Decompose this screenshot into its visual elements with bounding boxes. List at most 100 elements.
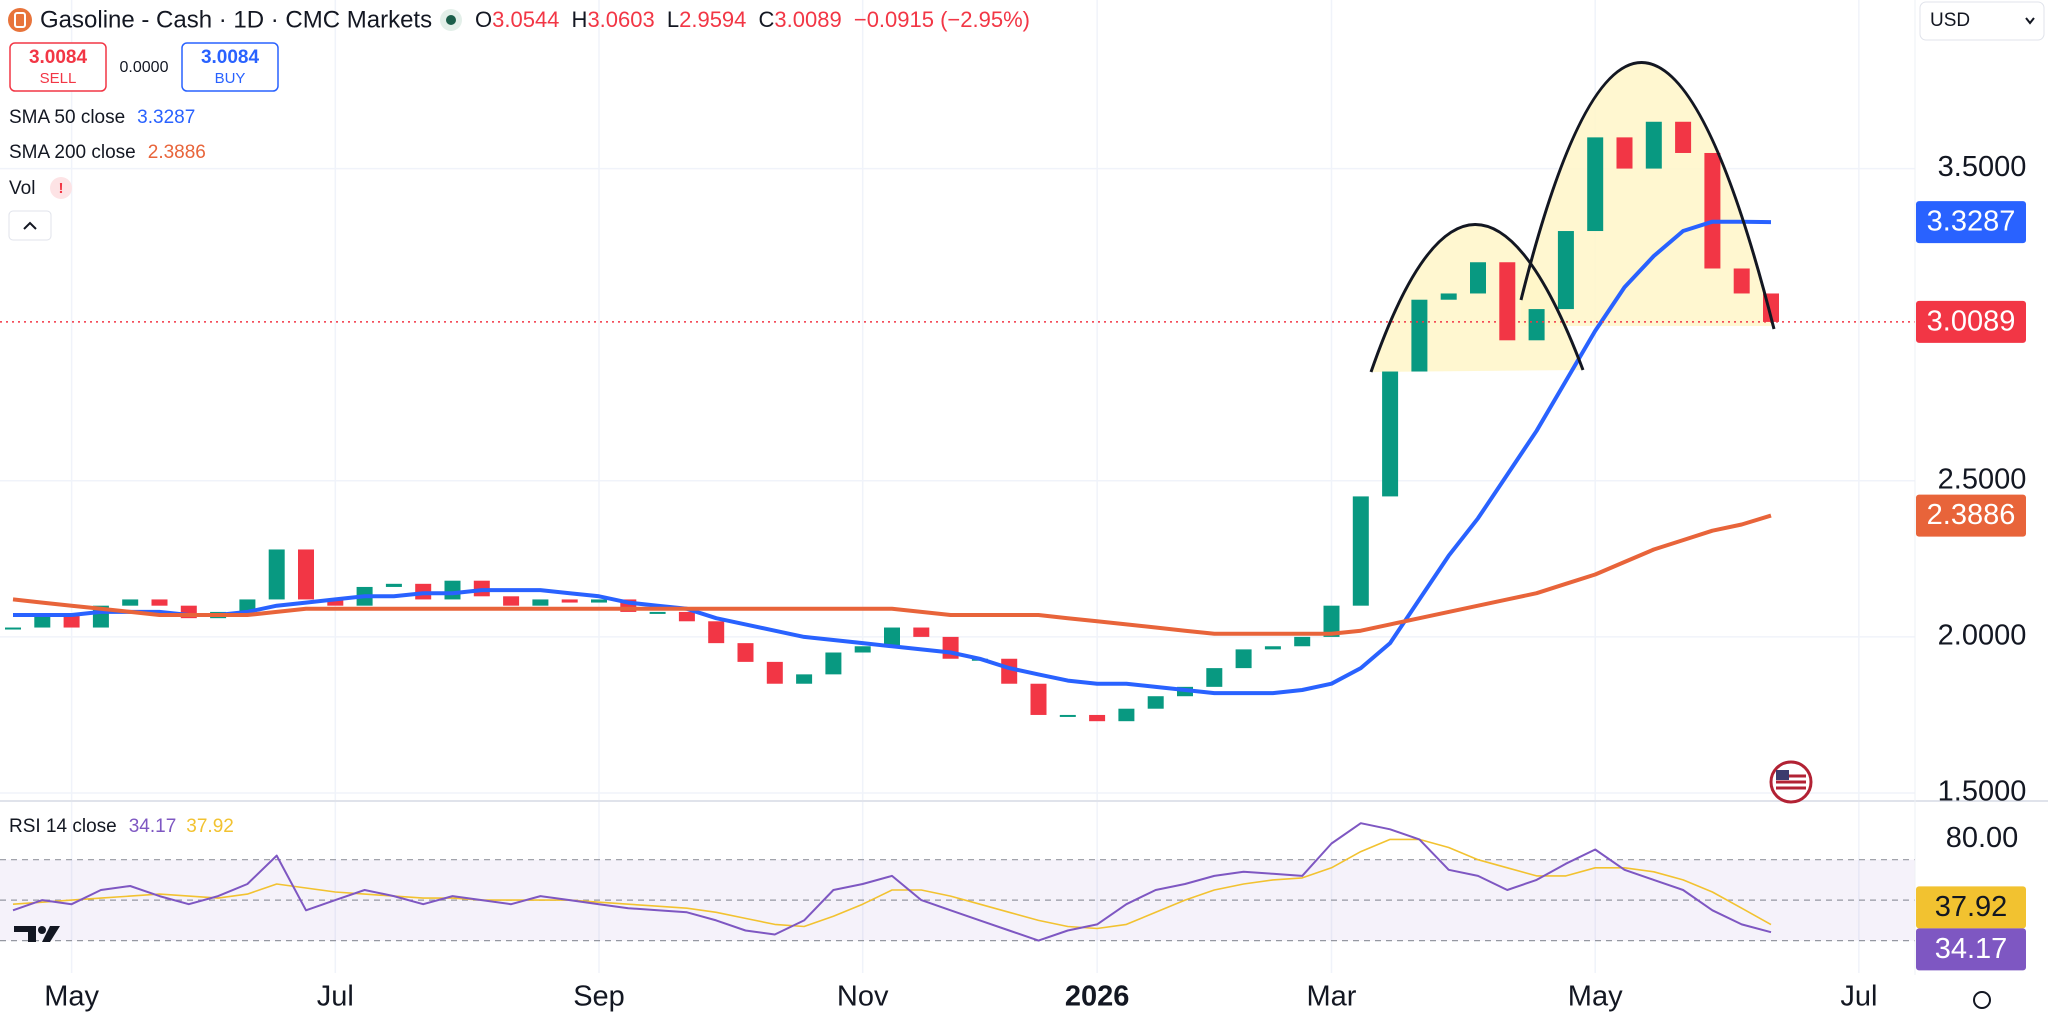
legend-value: 34.17 [129,816,177,837]
legend-value: 37.92 [186,816,234,837]
candle [1470,262,1486,294]
sell-price[interactable]: 3.0084 [29,47,88,68]
collapse-button[interactable] [8,210,52,241]
legend-value: 2.3886 [148,142,206,163]
candle [268,549,285,600]
sell-button[interactable]: 3.0084 SELL [9,42,107,92]
candle [1411,299,1428,372]
y-tick-label: 1.5000 [1938,776,2027,808]
x-tick-label: 2026 [1065,981,1130,1013]
sell-box[interactable] [9,42,107,92]
candle [1206,668,1223,687]
spread: 0.0000 [120,59,169,76]
collapse-icon [23,221,37,230]
x-tick-label: Mar [1307,981,1357,1013]
price-tag-label: 34.17 [1935,933,2008,965]
candle [1616,137,1633,169]
candle [1645,121,1662,169]
logo-part [42,926,60,942]
x-tick-label: May [44,981,99,1013]
x-tick-label: Nov [837,981,889,1013]
logo-part [38,926,46,934]
y-tick-label: 3.5000 [1938,151,2027,183]
buy-label[interactable]: BUY [215,70,246,87]
candle [1528,309,1545,341]
candle [151,599,168,606]
vol-alert[interactable]: ! [59,180,64,197]
y-tick-label: 2.0000 [1938,620,2027,652]
chevron [2025,17,2035,25]
ohlc-change: −0.0915 (−2.95%) [854,7,1030,32]
currency-select[interactable]: USD [1919,1,2045,41]
x-tick-label: Jul [1840,981,1877,1013]
candle [766,661,783,684]
flag-badge[interactable] [1769,760,1813,804]
candle [1089,714,1106,722]
candle [503,596,520,606]
sma-line [12,513,1772,636]
candle [591,599,607,603]
ohlc-label: O [475,7,492,32]
x-tick-label: May [1568,981,1623,1013]
candle [708,621,725,644]
ohlc-value: 3.0603 [587,7,654,32]
candle [796,674,813,684]
legend-rsi: RSI 14 close 34.17 37.92 [9,816,234,837]
rsi-line [12,838,1772,930]
price-tag [1916,494,2026,537]
pattern-arc [1519,61,1776,330]
legend-name: SMA 50 close [9,107,125,128]
candle [444,580,461,600]
candle [913,627,930,637]
candle [1059,714,1076,717]
candle [63,615,80,628]
ohlc-value: 3.0544 [492,7,559,32]
legend-sma50: SMA 50 close 3.3287 [9,107,195,128]
tradingview-logo [14,926,60,942]
candle [1323,605,1340,637]
logo-part [14,926,36,942]
legend-name: SMA 200 close [9,142,136,163]
price-tag [1916,201,2026,244]
ohlc-value: 2.9594 [679,7,746,32]
symbol-title: Gasoline - Cash · 1D · CMC Markets [40,6,432,33]
ohlc-label: H [572,7,588,32]
sma-line [13,219,1772,696]
legend-sma200: SMA 200 close 2.3886 [9,142,206,163]
candle [854,646,871,653]
currency[interactable]: USD [1930,10,1970,31]
candle [1118,708,1135,722]
candle [1147,696,1164,709]
candle [5,627,21,630]
x-tick-label: Sep [573,981,625,1013]
ohlc-label: C [759,7,775,32]
buy-box[interactable] [181,42,279,92]
legend-name: RSI 14 close [9,816,117,837]
currency-box[interactable] [1919,1,2045,41]
candle [1352,496,1369,606]
candle [678,611,695,622]
symbol-logo-icon [14,12,26,28]
candle [1557,231,1574,310]
candle [1675,121,1692,153]
candle [239,599,256,612]
axis-tags: May Jul Sep Nov 2026 Mar May Jul 3.5000 2.5000 2.0… [44,151,2026,1012]
settings-icon[interactable] [1973,991,1991,1009]
candle [1030,683,1047,715]
candle [1294,636,1311,647]
price-tag-label: 2.3886 [1927,499,2016,531]
candle [327,599,344,606]
buy-price[interactable]: 3.0084 [201,47,260,68]
candle [122,599,139,606]
y-tick-label: 80.00 [1946,822,2019,854]
market-status-dot [446,15,456,25]
candle [1382,371,1399,497]
legend-value: 3.3287 [137,107,195,128]
price-tag-label: 3.0089 [1927,306,2016,338]
candle [561,599,578,603]
sell-label[interactable]: SELL [40,70,77,87]
buy-button[interactable]: 3.0084 BUY [181,42,279,92]
vol-alert-badge[interactable] [50,177,72,199]
flag-canton [1776,770,1789,780]
